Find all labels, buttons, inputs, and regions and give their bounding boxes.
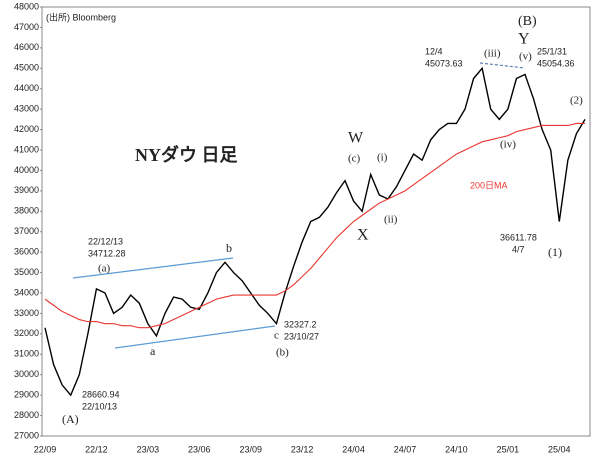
annotation: (iv) (500, 139, 516, 151)
x-tick-label: 23/06 (188, 444, 211, 454)
annotation: (1) (548, 245, 562, 259)
annotation: 23/10/27 (284, 331, 319, 341)
x-tick-label: 23/03 (137, 444, 160, 454)
y-tick-label: 38000 (14, 206, 39, 216)
annotation: (c) (348, 153, 361, 165)
annotation: 32327.2 (284, 319, 317, 329)
annotation: 12/4 (425, 46, 443, 56)
annotation: 28660.94 (82, 389, 120, 399)
y-tick-label: 29000 (14, 390, 39, 400)
y-tick-label: 37000 (14, 226, 39, 236)
annotation: 36611.78 (500, 232, 537, 242)
y-tick-label: 45000 (14, 63, 39, 73)
annotation: 200日MA (470, 180, 508, 190)
y-tick-label: 28000 (14, 410, 39, 420)
price-line (44, 66, 586, 397)
y-tick-label: 41000 (14, 144, 39, 154)
annotation: (b) (276, 347, 289, 359)
annotation: b (226, 241, 232, 255)
y-tick-label: 43000 (14, 104, 39, 114)
y-tick-label: 33000 (14, 308, 39, 318)
y-tick-label: 48000 (14, 1, 39, 11)
y-tick-label: 36000 (14, 247, 39, 257)
annotation: a (150, 344, 156, 358)
y-tick-label: 34000 (14, 287, 39, 297)
annotation: X (357, 227, 369, 244)
y-tick-label: 30000 (14, 369, 39, 379)
annotation: (i) (377, 152, 388, 164)
annotation: 4/7 (512, 244, 525, 254)
x-tick-label: 25/01 (497, 444, 520, 454)
trend-line (72, 257, 234, 279)
source: (出所) Bloomberg (46, 11, 116, 22)
chart-title: NYダウ 日足 (135, 144, 238, 165)
y-tick-label: 31000 (14, 349, 39, 359)
annotation: 22/10/13 (82, 401, 117, 411)
annotation: 25/1/31 (537, 46, 567, 56)
y-tick-label: 47000 (14, 22, 39, 32)
annotation: 34712.28 (88, 248, 126, 258)
annotation: (iii) (484, 48, 501, 60)
x-tick-label: 24/04 (342, 444, 365, 454)
y-tick-label: 44000 (14, 83, 39, 93)
x-tick-label: 25/04 (548, 444, 571, 454)
annotation: (v) (519, 51, 532, 63)
y-tick-label: 42000 (14, 124, 39, 134)
annotation: 45073.63 (425, 58, 463, 68)
annotation: c (274, 330, 279, 342)
y-tick-label: 27000 (14, 430, 39, 440)
trend-line (479, 62, 526, 69)
x-tick-label: 23/09 (239, 444, 262, 454)
y-tick-label: 35000 (14, 267, 39, 277)
annotation: Y (518, 31, 530, 48)
x-tick-label: 24/07 (394, 444, 417, 454)
y-tick-label: 40000 (14, 165, 39, 175)
ma-line (44, 122, 585, 329)
annotation: (B) (518, 14, 537, 29)
annotation: (2) (570, 95, 583, 107)
y-tick-label: 32000 (14, 328, 39, 338)
x-tick-label: 22/09 (34, 444, 57, 454)
annotation: (a) (98, 263, 111, 275)
x-tick-label: 22/12 (85, 444, 108, 454)
plot-frame (41, 6, 591, 437)
annotation: (A) (62, 412, 79, 426)
x-tick-label: 24/10 (445, 444, 468, 454)
x-tick-label: 23/12 (291, 444, 314, 454)
annotation: W (348, 130, 364, 147)
y-tick-label: 46000 (14, 42, 39, 52)
annotation: 22/12/13 (88, 236, 123, 246)
annotation: (ii) (384, 214, 398, 226)
trend-line (114, 325, 276, 349)
y-tick-label: 39000 (14, 185, 39, 195)
annotation: 45054.36 (537, 58, 575, 68)
